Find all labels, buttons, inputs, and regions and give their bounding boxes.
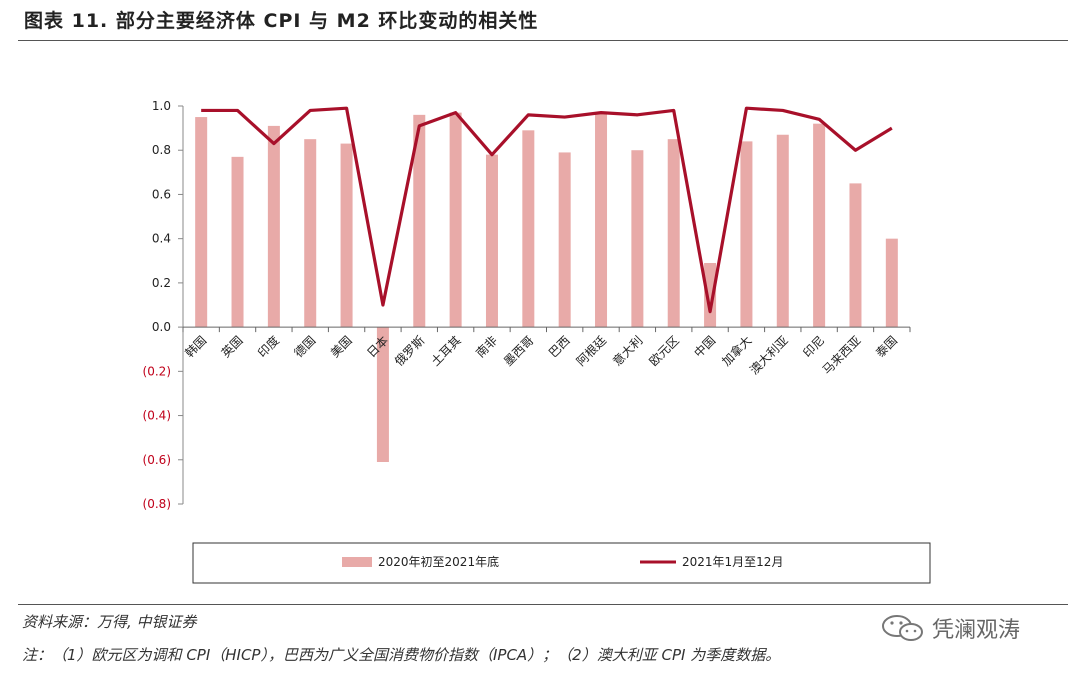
x-tick-label: 欧元区 (646, 333, 681, 368)
x-axis-ticks (182, 327, 911, 333)
y-tick-label: 0.4 (152, 232, 171, 246)
y-tick-label: (0.8) (143, 497, 171, 511)
watermark: 凭澜观涛 (880, 612, 1020, 644)
bar (595, 112, 608, 328)
x-tick-label: 巴西 (546, 333, 573, 360)
bar (813, 123, 826, 328)
y-tick-label: 0.2 (152, 276, 171, 290)
bar (304, 139, 317, 328)
x-tick-label: 马来西亚 (820, 333, 864, 377)
bar (522, 130, 535, 328)
y-tick-label: 0.0 (152, 320, 171, 334)
bar-series (195, 112, 898, 462)
bar (558, 152, 571, 328)
y-tick-label: (0.2) (143, 364, 171, 378)
bar (195, 117, 208, 328)
y-axis: 1.0 0.8 0.6 0.4 0.2 0.0 (0.2) (0.4) (0.6) (0.8) (143, 99, 183, 511)
y-tick-label: 1.0 (152, 99, 171, 113)
legend-bar-swatch (342, 557, 372, 567)
y-tick-label: 0.6 (152, 187, 171, 201)
wechat-icon (882, 615, 923, 641)
y-tick-label: (0.6) (143, 453, 171, 467)
bar (231, 156, 244, 328)
line-series (201, 106, 893, 314)
chart-title: 图表 11. 部分主要经济体 CPI 与 M2 环比变动的相关性 (24, 10, 539, 32)
x-tick-label: 印尼 (800, 333, 827, 360)
x-tick-label: 土耳其 (428, 333, 463, 368)
watermark-label: 凭澜观涛 (932, 618, 1021, 643)
source-rule (18, 604, 1068, 605)
x-tick-label: 泰国 (873, 333, 900, 360)
x-tick-label: 墨西哥 (501, 333, 536, 368)
x-tick-label: 意大利 (609, 333, 645, 369)
bar (340, 143, 353, 328)
legend-box (192, 542, 931, 584)
source-text: 资料来源：万得, 中银证券 (22, 613, 197, 631)
bar (449, 112, 462, 328)
x-tick-label: 英国 (219, 333, 246, 360)
x-tick-label: 阿根廷 (574, 333, 609, 368)
bar (740, 141, 753, 328)
x-tick-label: 加拿大 (718, 333, 754, 369)
bar (413, 114, 426, 328)
bar (885, 238, 898, 328)
x-tick-label: 韩国 (182, 333, 210, 361)
bar (267, 125, 280, 328)
x-tick-label: 德国 (291, 333, 319, 361)
legend-bar-label: 2020年初至2021年底 (378, 554, 499, 569)
bar (776, 134, 789, 328)
bar (667, 139, 680, 328)
bar (631, 150, 644, 328)
x-tick-label: 俄罗斯 (392, 333, 427, 368)
correlation-chart: 1.0 0.8 0.6 0.4 0.2 0.0 (0.2) (0.4) (0.6) (0.8) 韩… (143, 99, 931, 584)
legend-line-label: 2021年1月至12月 (682, 555, 783, 569)
bar (849, 183, 862, 328)
x-tick-label: 澳大利亚 (747, 333, 791, 377)
title-rule (18, 40, 1068, 41)
x-tick-label: 南非 (473, 333, 501, 361)
x-tick-label: 美国 (328, 333, 355, 360)
y-tick-label: 0.8 (152, 143, 171, 157)
x-axis-labels: 韩国 英国 印度 德国 美国 日本 俄罗斯 土耳其 南非 墨西哥 巴西 阿根廷 意大利 欧元区 中国 加拿大澳… (182, 333, 900, 378)
bar (376, 327, 389, 462)
y-tick-label: (0.4) (143, 409, 171, 423)
bar (485, 154, 498, 328)
note-text: 注：（1）欧元区为调和 CPI（HICP），巴西为广义全国消费物价指数（IPCA… (22, 646, 781, 664)
bar (704, 262, 717, 328)
x-tick-label: 印度 (254, 333, 282, 361)
x-tick-label: 中国 (691, 333, 719, 361)
